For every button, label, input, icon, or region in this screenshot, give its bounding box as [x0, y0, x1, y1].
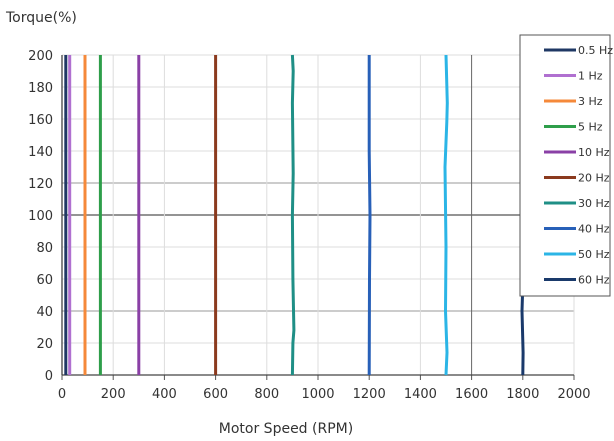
x-tick-label: 0 — [58, 387, 66, 402]
y-tick-label: 60 — [36, 273, 53, 288]
legend-label: 40 Hz — [578, 223, 610, 236]
y-tick-label: 40 — [36, 305, 53, 320]
y-tick-label: 80 — [36, 241, 53, 256]
x-tick-label: 600 — [203, 387, 228, 402]
x-tick-labels: 0 200 400 600 800 1000 1200 1400 1600 1800 2000 — [58, 387, 591, 402]
y-tick-label: 0 — [45, 369, 53, 384]
legend-label: 10 Hz — [578, 146, 610, 159]
y-tick-label: 200 — [28, 49, 53, 64]
legend-label: 5 Hz — [578, 121, 603, 134]
x-tick-label: 400 — [152, 387, 177, 402]
legend-label: 0.5 Hz — [578, 44, 613, 57]
legend-label: 3 Hz — [578, 95, 603, 108]
y-tick-labels: 0 20 40 60 80 100 120 140 160 180 200 — [28, 49, 53, 384]
legend-label: 1 Hz — [578, 70, 603, 83]
legend: 0.5 Hz 1 Hz 3 Hz 5 Hz 10 Hz 20 Hz 30 Hz 40 Hz 50… — [519, 34, 613, 297]
x-tick-label: 200 — [101, 387, 126, 402]
x-tick-label: 1800 — [506, 387, 539, 402]
y-tick-label: 180 — [28, 81, 53, 96]
legend-label: 20 Hz — [578, 172, 610, 185]
legend-label: 30 Hz — [578, 197, 610, 210]
x-tick-label: 1600 — [455, 387, 488, 402]
y-tick-label: 100 — [28, 209, 53, 224]
series-line-40-hz — [367, 55, 372, 376]
y-axis-title: Torque(%) — [5, 10, 77, 26]
x-tick-label: 1200 — [353, 387, 386, 402]
legend-label: 50 Hz — [578, 248, 610, 261]
y-tick-label: 20 — [36, 337, 53, 352]
series-line-50-hz — [443, 54, 449, 376]
y-tick-label: 160 — [28, 113, 53, 128]
x-tick-label: 1400 — [404, 387, 437, 402]
axes — [61, 55, 575, 380]
x-tick-label: 2000 — [557, 387, 590, 402]
series-line-30-hz — [290, 54, 296, 376]
x-tick-label: 1000 — [301, 387, 334, 402]
x-tick-label: 800 — [254, 387, 279, 402]
legend-label: 60 Hz — [578, 274, 610, 287]
x-axis-title: Motor Speed (RPM) — [219, 421, 353, 437]
y-tick-label: 140 — [28, 145, 53, 160]
y-tick-label: 120 — [28, 177, 53, 192]
